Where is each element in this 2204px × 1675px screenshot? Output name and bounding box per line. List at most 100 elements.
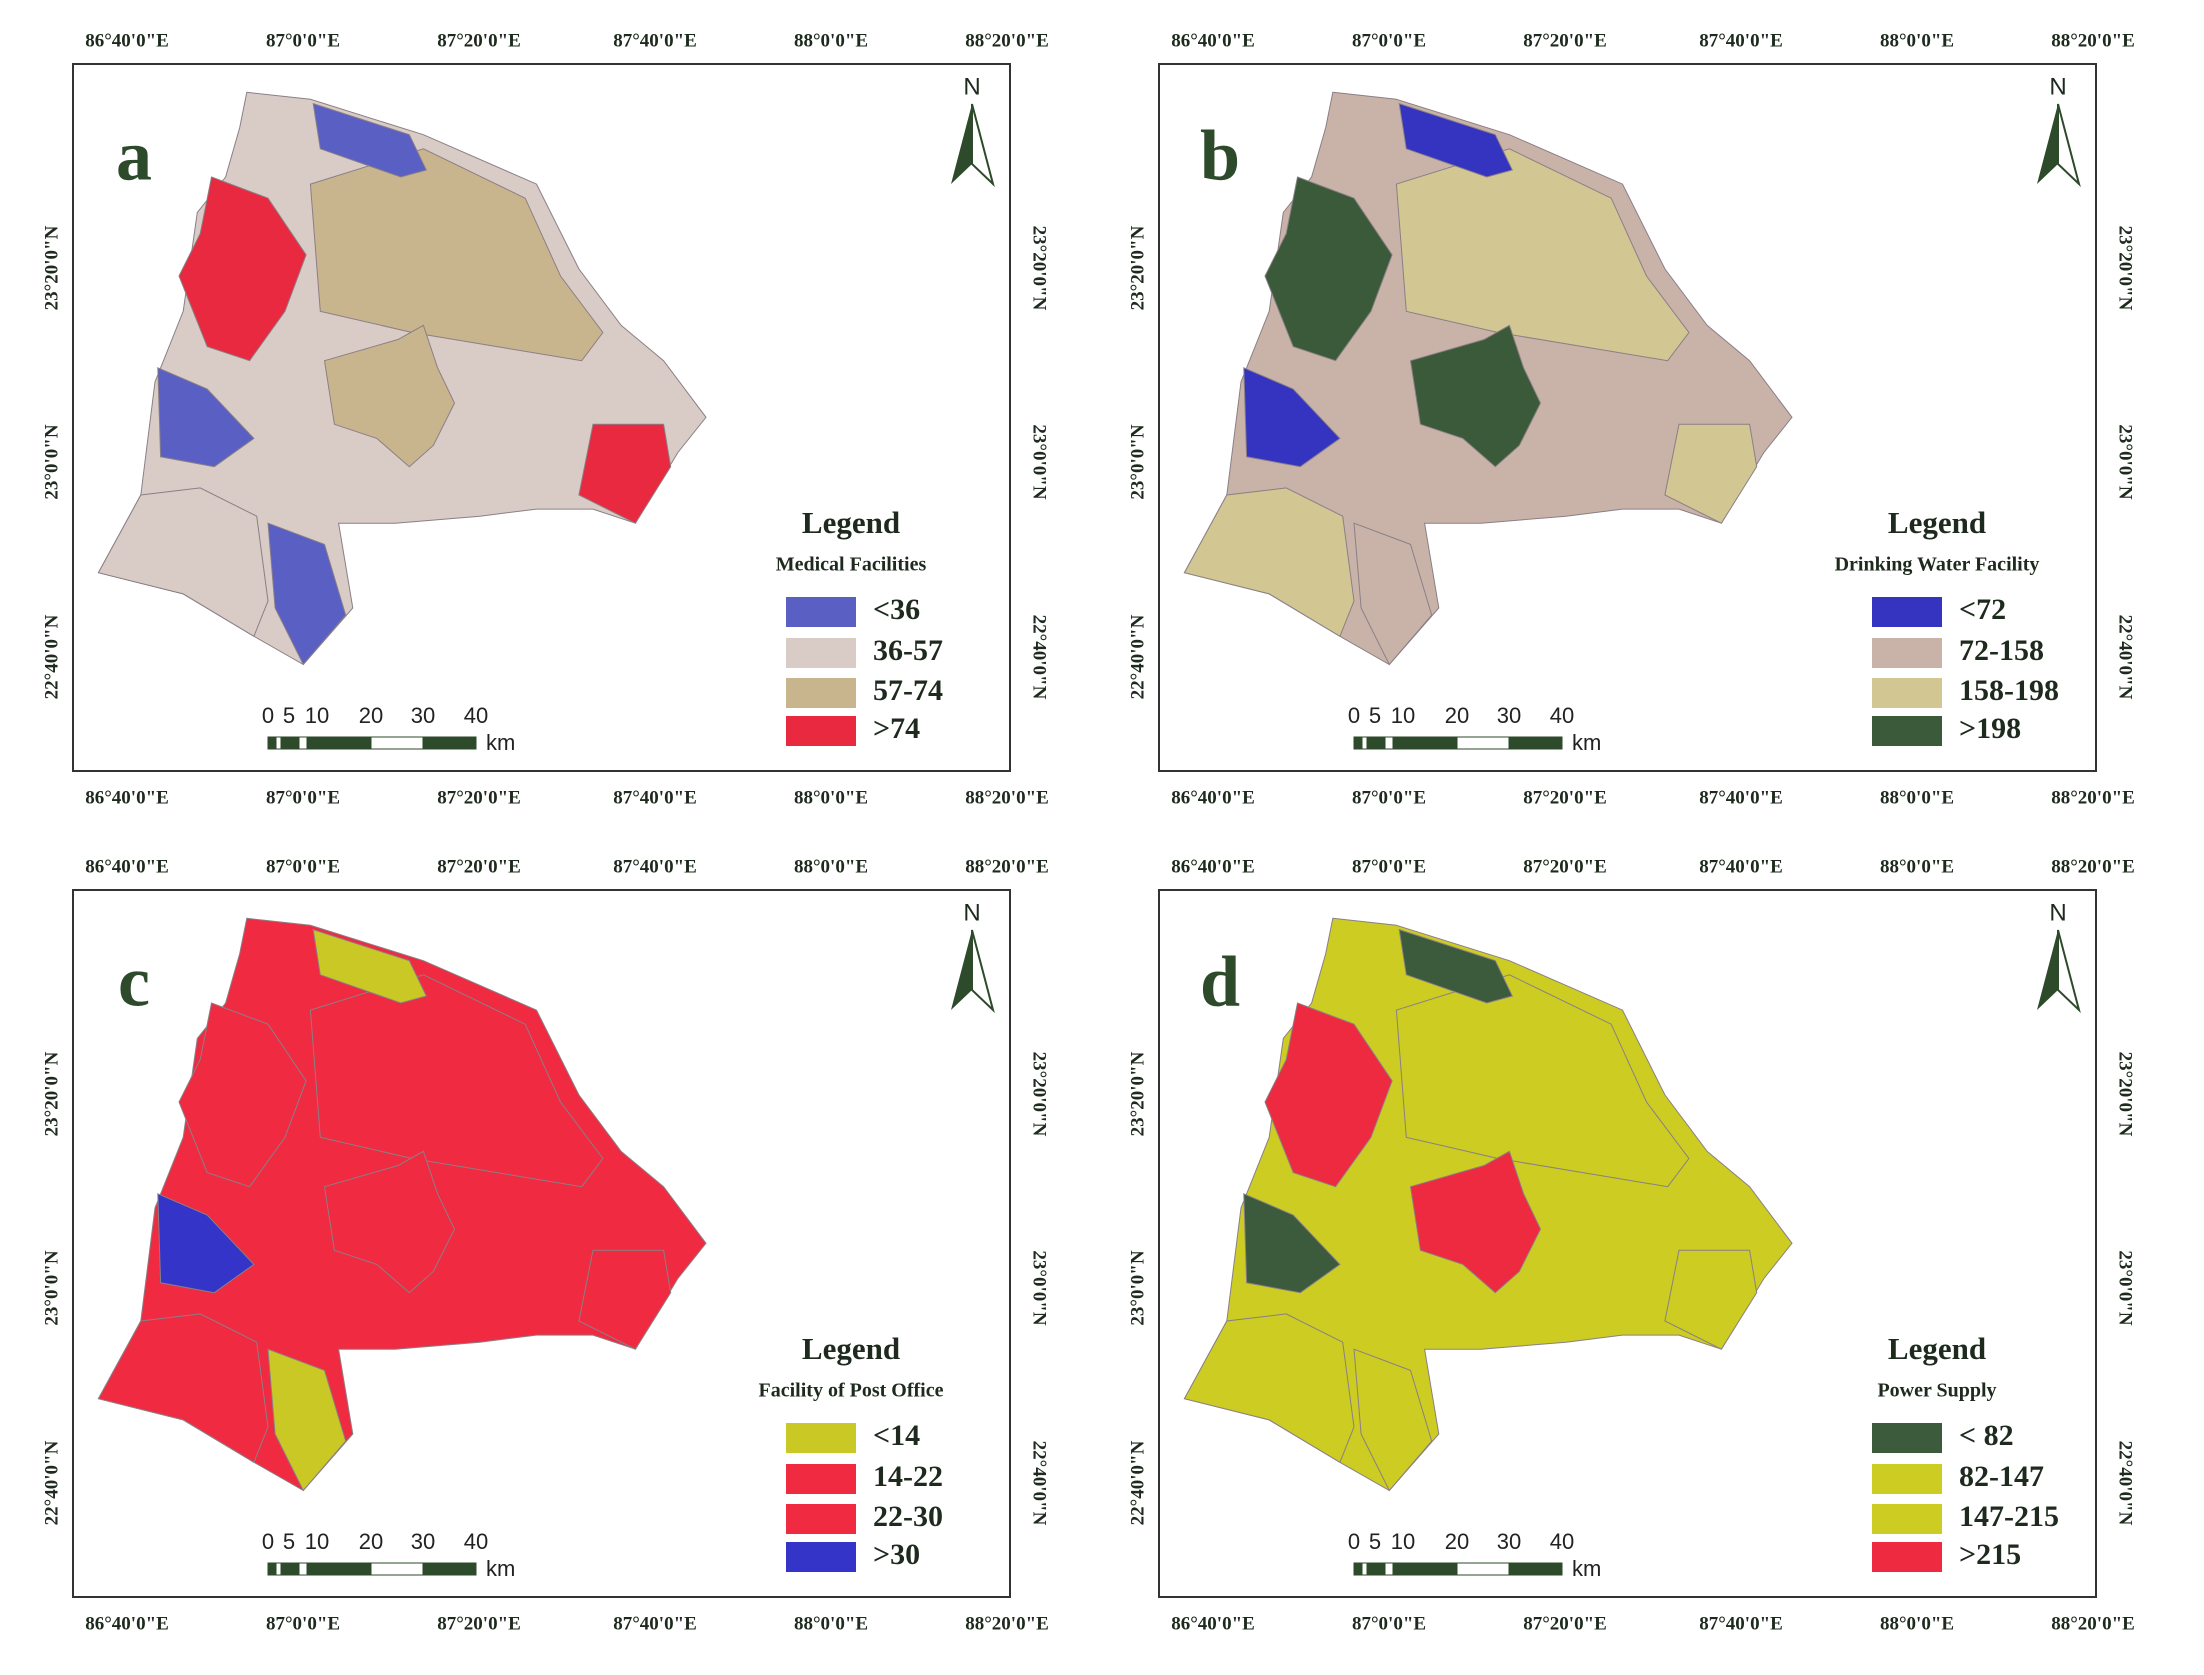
scale-label: 5 <box>283 1529 295 1554</box>
x-coord-label: 88°0'0"E <box>794 1613 868 1634</box>
legend-label: 158-198 <box>1959 674 2059 707</box>
scale-bar <box>1402 736 1458 750</box>
x-coord-label: 86°40'0"E <box>85 787 169 808</box>
scale-bar <box>316 736 372 750</box>
x-coord-label: 87°0'0"E <box>266 787 340 808</box>
x-coord-label: 87°40'0"E <box>1699 30 1783 51</box>
scale-bar <box>422 736 477 750</box>
x-coord-label: 87°0'0"E <box>266 856 340 877</box>
x-coord-label: 88°0'0"E <box>794 856 868 877</box>
x-coord-label: 87°40'0"E <box>1699 787 1783 808</box>
x-coord-label: 87°0'0"E <box>1352 30 1426 51</box>
y-coord-label: 23°0'0"N <box>1127 424 1148 499</box>
region <box>1409 324 1542 468</box>
scale-label: 0 <box>1348 1529 1360 1554</box>
legend-label: <14 <box>873 1419 920 1452</box>
scale-bar <box>1384 736 1394 750</box>
x-coord-label: 86°40'0"E <box>1171 787 1255 808</box>
panel-letter: a <box>116 116 152 196</box>
region <box>97 1313 269 1464</box>
y-coord-label: 23°20'0"N <box>1127 1051 1148 1136</box>
x-coord-label: 87°40'0"E <box>613 787 697 808</box>
region <box>309 148 604 362</box>
x-coord-label: 88°20'0"E <box>965 787 1049 808</box>
legend-swatch <box>1872 1542 1942 1572</box>
scale-unit: km <box>486 730 515 755</box>
region <box>1664 423 1758 524</box>
legend-title: Medical Facilities <box>776 554 927 576</box>
y-coord-label: 23°0'0"N <box>1127 1250 1148 1325</box>
legend-heading: Legend <box>1888 1331 1986 1366</box>
x-coord-label: 87°20'0"E <box>1523 856 1607 877</box>
scale-bar <box>370 736 424 750</box>
scale-unit: km <box>1572 1556 1601 1581</box>
region <box>1664 1249 1758 1350</box>
y-coord-label: 22°40'0"N <box>2115 615 2136 700</box>
region <box>1353 522 1433 666</box>
region <box>1398 102 1514 178</box>
x-coord-label: 87°20'0"E <box>1523 30 1607 51</box>
map-panel: 86°40'0"E 86°40'0"E 87°0'0"E 87°0'0"E 87°20'… <box>1127 856 2135 1634</box>
region <box>267 522 347 666</box>
y-coord-label: 23°20'0"N <box>1127 225 1148 310</box>
region <box>1395 148 1690 362</box>
y-coord-label: 22°40'0"N <box>1127 614 1148 699</box>
y-coord-label: 23°20'0"N <box>1029 226 1050 311</box>
scale-label: 30 <box>1497 1529 1521 1554</box>
scale-bar <box>1456 1562 1510 1576</box>
region <box>1398 928 1514 1004</box>
scale-label: 40 <box>464 1529 488 1554</box>
x-coord-label: 88°0'0"E <box>1880 30 1954 51</box>
scale-bar <box>1508 736 1563 750</box>
y-coord-label: 23°20'0"N <box>2115 226 2136 311</box>
legend-label: 14-22 <box>873 1460 943 1493</box>
region <box>1243 1193 1341 1294</box>
legend-heading: Legend <box>1888 505 1986 540</box>
scale-label: 30 <box>1497 703 1521 728</box>
x-coord-label: 87°0'0"E <box>266 1613 340 1634</box>
scale-bar <box>275 736 282 750</box>
legend-label: 22-30 <box>873 1500 943 1533</box>
region <box>97 487 269 638</box>
scale-label: 40 <box>464 703 488 728</box>
y-coord-label: 22°40'0"N <box>2115 1441 2136 1526</box>
x-coord-label: 87°0'0"E <box>1352 856 1426 877</box>
legend-swatch <box>1872 1423 1942 1453</box>
region <box>323 1150 456 1294</box>
scale-label: 5 <box>283 703 295 728</box>
x-coord-label: 86°40'0"E <box>1171 1613 1255 1634</box>
legend-label: >215 <box>1959 1538 2021 1571</box>
north-arrow <box>2057 929 2081 1014</box>
y-coord-label: 23°0'0"N <box>1029 1250 1050 1325</box>
north-arrow <box>2037 104 2058 184</box>
x-coord-label: 88°0'0"E <box>794 30 868 51</box>
y-coord-label: 22°40'0"N <box>41 1440 62 1525</box>
y-coord-label: 22°40'0"N <box>1029 615 1050 700</box>
scale-bar <box>1508 1562 1563 1576</box>
legend-swatch <box>1872 638 1942 668</box>
x-coord-label: 87°20'0"E <box>1523 787 1607 808</box>
region <box>578 423 672 524</box>
x-coord-label: 87°0'0"E <box>1352 787 1426 808</box>
x-coord-label: 88°0'0"E <box>794 787 868 808</box>
region <box>1243 367 1341 468</box>
x-coord-label: 87°20'0"E <box>437 1613 521 1634</box>
scale-label: 20 <box>359 703 383 728</box>
legend-title: Facility of Post Office <box>759 1380 944 1402</box>
legend-label: >74 <box>873 712 920 745</box>
legend-label: <36 <box>873 593 920 626</box>
y-coord-label: 23°20'0"N <box>41 1051 62 1136</box>
region <box>323 324 456 468</box>
x-coord-label: 87°0'0"E <box>266 30 340 51</box>
legend-swatch <box>786 678 856 708</box>
scale-bar <box>370 1562 424 1576</box>
x-coord-label: 87°20'0"E <box>1523 1613 1607 1634</box>
scale-label: 20 <box>1445 703 1469 728</box>
scale-label: 0 <box>262 1529 274 1554</box>
north-label: N <box>963 73 980 100</box>
x-coord-label: 88°20'0"E <box>965 1613 1049 1634</box>
legend-label: 147-215 <box>1959 1500 2059 1533</box>
north-arrow <box>971 103 995 188</box>
y-coord-label: 23°20'0"N <box>2115 1052 2136 1137</box>
region <box>312 102 428 178</box>
